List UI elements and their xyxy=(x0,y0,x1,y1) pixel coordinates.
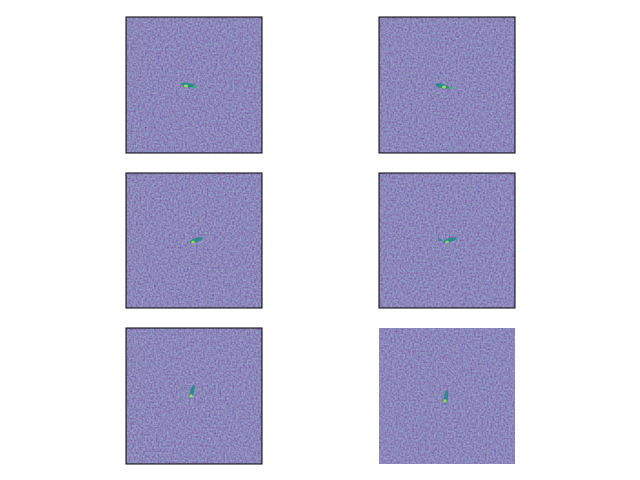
blob xyxy=(438,237,457,244)
panel xyxy=(378,16,516,154)
frame xyxy=(125,16,263,154)
image xyxy=(126,328,262,464)
blob-core xyxy=(189,394,193,398)
frame xyxy=(125,172,263,309)
blob-part xyxy=(193,85,197,89)
frame xyxy=(125,327,263,465)
blob xyxy=(443,390,449,404)
blob-core xyxy=(443,399,447,403)
panel xyxy=(379,328,515,464)
blob-core xyxy=(184,84,188,88)
panel xyxy=(125,16,263,154)
panel xyxy=(125,172,263,309)
blob-core xyxy=(442,85,446,89)
blob-core xyxy=(191,240,195,244)
blob xyxy=(189,385,195,399)
panel xyxy=(378,172,516,309)
blob xyxy=(181,82,197,89)
blob-core xyxy=(445,240,449,244)
blob-part xyxy=(449,86,453,90)
frame xyxy=(378,16,516,154)
frame xyxy=(378,172,516,309)
panel xyxy=(125,327,263,465)
blob xyxy=(189,236,203,244)
blob xyxy=(435,83,453,90)
blob-part xyxy=(438,238,442,242)
image xyxy=(379,17,515,153)
